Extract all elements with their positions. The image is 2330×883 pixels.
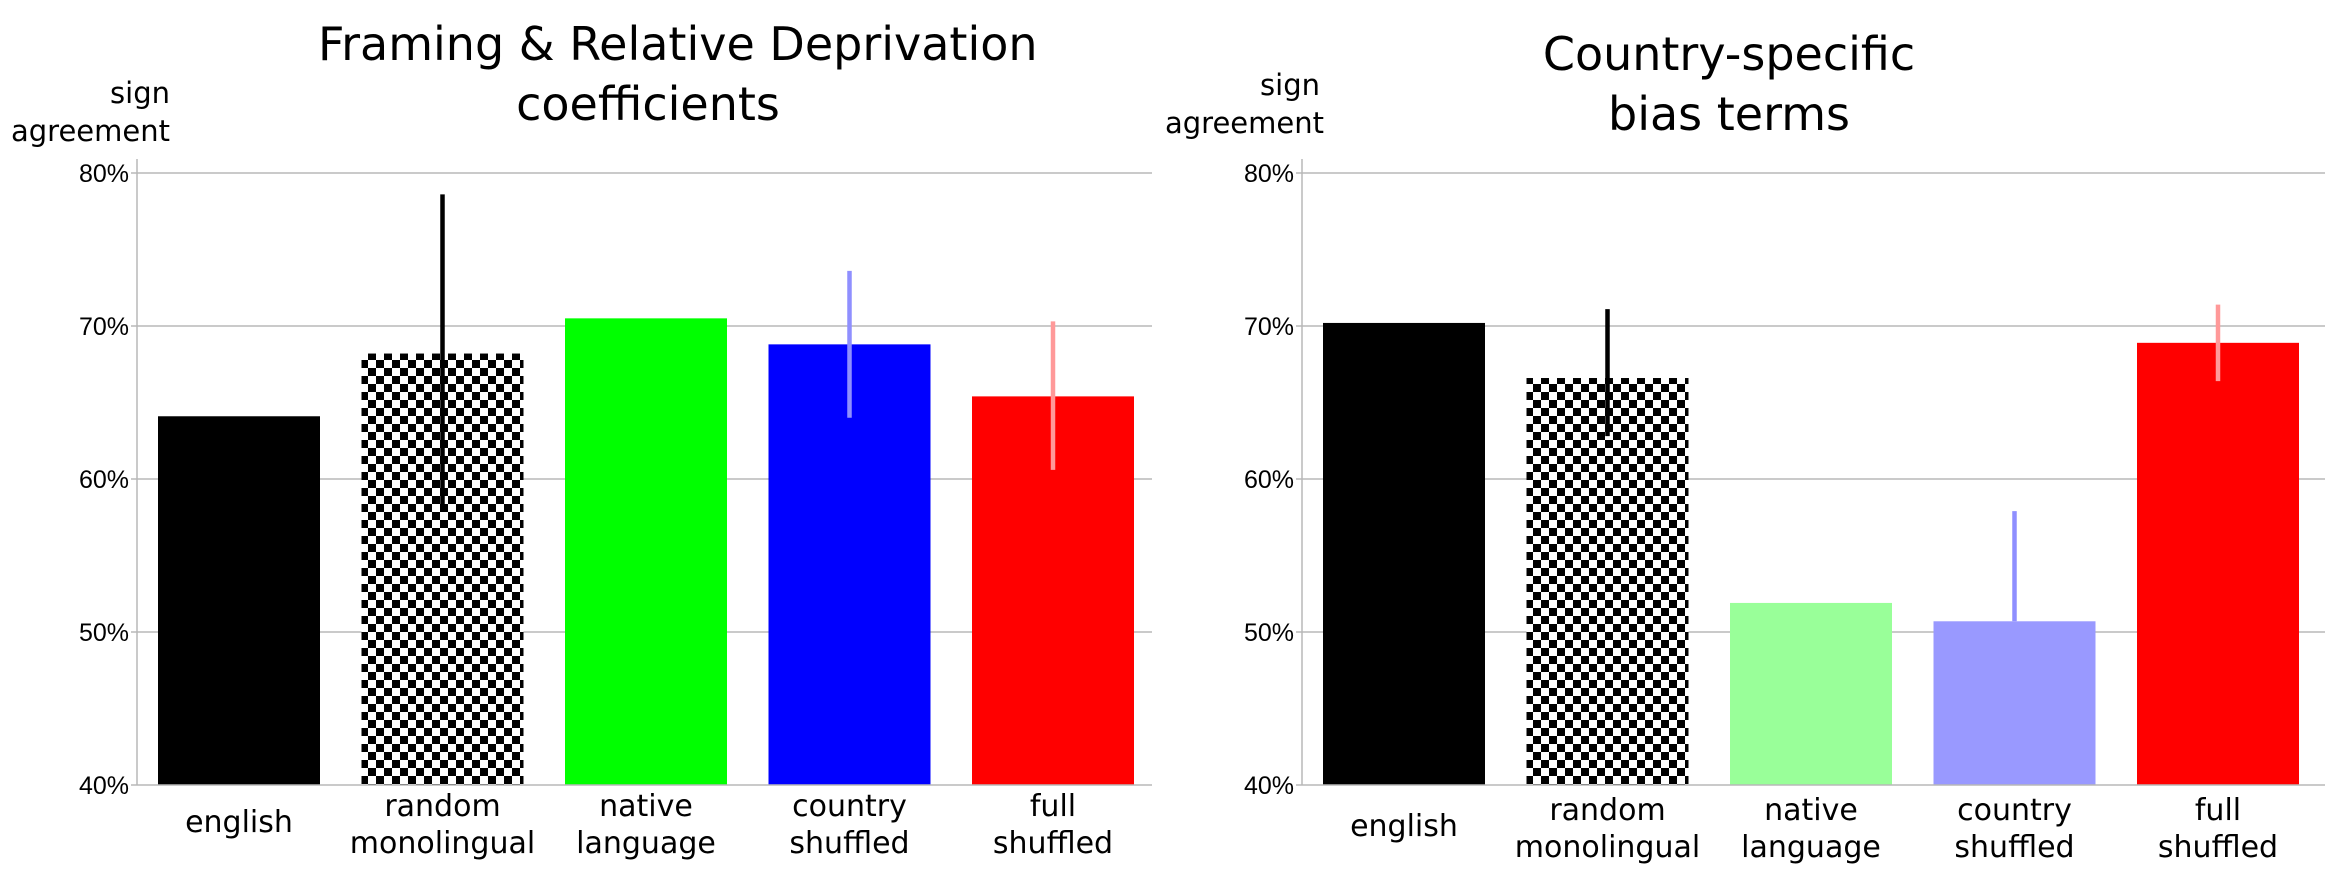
- x-tick-label-line: random: [1549, 793, 1665, 828]
- x-tick-label: random monolingual: [1515, 793, 1700, 865]
- x-tick-label-line: shuffled: [789, 826, 909, 861]
- x-tick-label: full shuffled: [993, 789, 1113, 861]
- chart-panel-framing: Framing & Relative Deprivation coefficie…: [0, 14, 1152, 861]
- y-tick-label: 40%: [1244, 772, 1294, 800]
- bar-1: [1526, 378, 1689, 785]
- chart-title-line-2: coefficients: [516, 77, 780, 131]
- y-tick-label: 70%: [1244, 313, 1294, 341]
- x-tick-label-line: english: [1350, 809, 1458, 844]
- y-axis-label-line-2: agreement: [1165, 106, 1324, 140]
- y-axis-label: sign agreement: [1165, 66, 1324, 142]
- chart-plot-country-bias: 40% 50% 60% 70% 80% english random monolingual n…: [1244, 159, 2325, 865]
- chart-title-line-1: Country-specific: [1542, 27, 1916, 81]
- x-tick-label: random monolingual: [350, 789, 535, 861]
- y-tick-label: 80%: [1244, 160, 1294, 188]
- y-tick-label: 70%: [79, 313, 129, 341]
- bar-3: [1933, 621, 2096, 785]
- chart-title: Framing & Relative Deprivation coefficie…: [318, 14, 1038, 134]
- chart-title-line-1: Framing & Relative Deprivation: [318, 17, 1038, 71]
- bar-0: [1323, 322, 1485, 785]
- bar-2: [1730, 602, 1892, 785]
- y-axis-label: sign agreement: [0, 74, 170, 150]
- x-tick-label: country shuffled: [789, 789, 909, 861]
- y-tick-label: 60%: [79, 466, 129, 494]
- x-tick-label-line: shuffled: [993, 826, 1113, 861]
- bar-4: [2137, 342, 2299, 785]
- chart-title: Country-specific bias terms: [1449, 24, 2009, 144]
- x-tick-label: country shuffled: [1954, 793, 2074, 865]
- chart-plot-framing: 40% 50% 60% 70% 80% english random monolingual n…: [79, 159, 1152, 861]
- y-axis-label-line-1: sign: [1260, 68, 1320, 102]
- x-tick-label: native language: [576, 789, 716, 861]
- x-tick-label-line: language: [576, 826, 716, 861]
- x-tick-label-line: country: [792, 789, 907, 824]
- y-axis-label-line-2: agreement: [11, 114, 170, 148]
- x-tick-label-line: random: [384, 789, 500, 824]
- y-tick-label: 80%: [79, 160, 129, 188]
- x-tick-label-line: language: [1741, 830, 1881, 865]
- x-tick-label-line: shuffled: [2158, 830, 2278, 865]
- x-tick-label: full shuffled: [2158, 793, 2278, 865]
- x-tick-label-line: full: [1030, 789, 1076, 824]
- x-tick-label-line: full: [2195, 793, 2241, 828]
- x-tick-label: english: [1350, 809, 1458, 844]
- x-tick-label-line: native: [599, 789, 693, 824]
- chart-title-line-2: bias terms: [1608, 87, 1850, 141]
- x-tick-label-line: shuffled: [1954, 830, 2074, 865]
- y-tick-label: 60%: [1244, 466, 1294, 494]
- x-tick-label-line: english: [185, 805, 293, 840]
- y-axis-label-line-1: sign: [110, 76, 170, 110]
- chart-panel-country-bias: Country-specific bias terms sign agreeme…: [1165, 0, 2330, 883]
- bar-0: [158, 416, 320, 785]
- x-tick-label-line: native: [1764, 793, 1858, 828]
- x-tick-label-line: monolingual: [1515, 830, 1700, 865]
- bar-2: [565, 318, 727, 785]
- x-tick-label-line: country: [1957, 793, 2072, 828]
- x-tick-label-line: monolingual: [350, 826, 535, 861]
- y-tick-label: 50%: [79, 619, 129, 647]
- y-tick-label: 40%: [79, 772, 129, 800]
- x-tick-label: english: [185, 805, 293, 840]
- x-tick-label: native language: [1741, 793, 1881, 865]
- y-tick-label: 50%: [1244, 619, 1294, 647]
